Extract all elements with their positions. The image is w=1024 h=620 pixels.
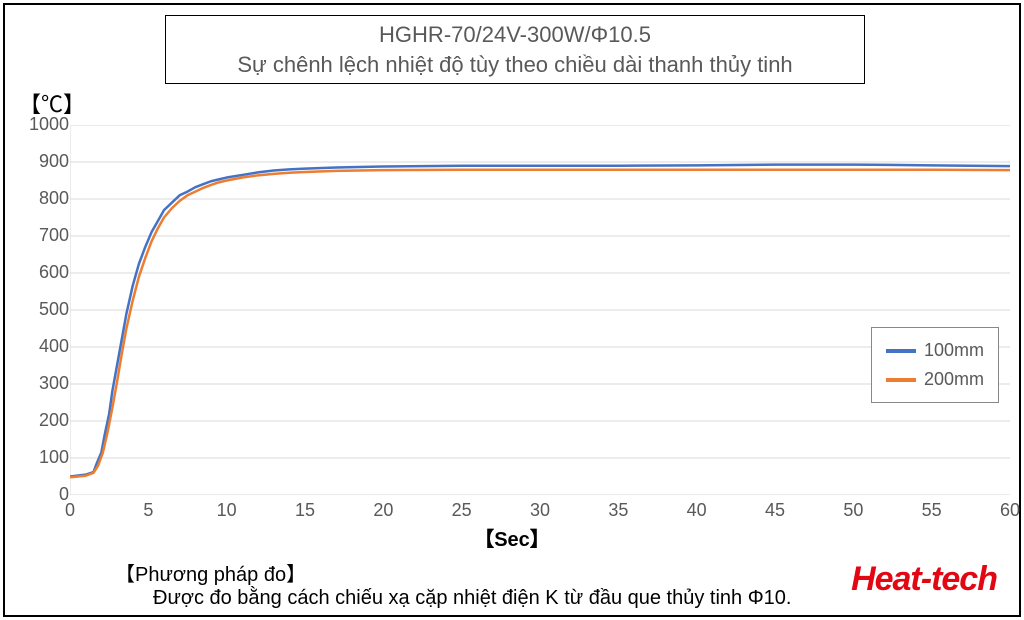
x-tick-label: 10 bbox=[217, 500, 237, 521]
footnote-title: 【Phương pháp đo】 bbox=[115, 558, 306, 587]
y-tick-label: 700 bbox=[19, 225, 69, 246]
legend-label: 100mm bbox=[924, 340, 984, 361]
y-tick-label: 200 bbox=[19, 410, 69, 431]
x-tick-label: 5 bbox=[143, 500, 153, 521]
x-axis-unit: 【Sec】 bbox=[5, 523, 1019, 552]
legend-swatch-icon bbox=[886, 349, 916, 353]
chart-title-box: HGHR-70/24V-300W/Φ10.5 Sự chênh lệch nhi… bbox=[165, 15, 865, 84]
x-tick-label: 60 bbox=[1000, 500, 1020, 521]
chart-title-line-1: HGHR-70/24V-300W/Φ10.5 bbox=[166, 20, 864, 50]
y-tick-label: 800 bbox=[19, 188, 69, 209]
x-tick-label: 20 bbox=[373, 500, 393, 521]
chart-title-line-2: Sự chênh lệch nhiệt độ tùy theo chiều dà… bbox=[166, 50, 864, 80]
y-tick-label: 500 bbox=[19, 299, 69, 320]
x-tick-label: 50 bbox=[843, 500, 863, 521]
y-tick-label: 900 bbox=[19, 151, 69, 172]
legend-item: 100mm bbox=[886, 336, 984, 365]
x-tick-label: 30 bbox=[530, 500, 550, 521]
brand-logo: Heat-tech bbox=[851, 560, 997, 599]
chart-container: HGHR-70/24V-300W/Φ10.5 Sự chênh lệch nhi… bbox=[3, 3, 1021, 617]
chart-plot-area bbox=[70, 125, 1010, 495]
x-tick-label: 45 bbox=[765, 500, 785, 521]
legend-swatch-icon bbox=[886, 378, 916, 382]
x-tick-label: 15 bbox=[295, 500, 315, 521]
y-tick-label: 400 bbox=[19, 336, 69, 357]
y-tick-label: 100 bbox=[19, 447, 69, 468]
y-tick-label: 300 bbox=[19, 373, 69, 394]
x-tick-label: 40 bbox=[687, 500, 707, 521]
chart-legend: 100mm 200mm bbox=[871, 327, 999, 403]
x-tick-label: 0 bbox=[65, 500, 75, 521]
y-tick-label: 600 bbox=[19, 262, 69, 283]
footnote-body: Được đo bằng cách chiếu xạ cặp nhiệt điệ… bbox=[153, 587, 791, 610]
y-tick-label: 0 bbox=[19, 484, 69, 505]
legend-label: 200mm bbox=[924, 369, 984, 390]
x-tick-label: 25 bbox=[452, 500, 472, 521]
x-tick-label: 35 bbox=[608, 500, 628, 521]
legend-item: 200mm bbox=[886, 365, 984, 394]
x-tick-label: 55 bbox=[922, 500, 942, 521]
y-tick-label: 1000 bbox=[19, 114, 69, 135]
